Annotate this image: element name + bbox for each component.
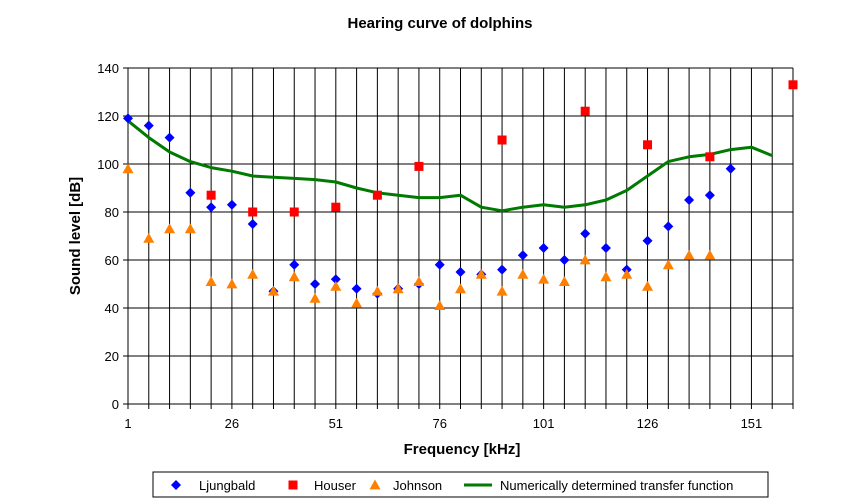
johnson-point — [434, 300, 446, 310]
houser-point — [331, 202, 341, 212]
x-tick-label: 151 — [741, 416, 763, 431]
legend-marker-houser — [288, 480, 298, 490]
ljungbald-point — [247, 219, 258, 229]
y-tick-label: 140 — [97, 61, 119, 76]
y-axis-label: Sound level [dB] — [67, 177, 84, 295]
legend-box — [152, 471, 769, 498]
legend-label: Houser — [314, 478, 357, 493]
ljungbald-point — [538, 243, 549, 253]
johnson-point — [642, 280, 654, 291]
axes — [123, 67, 794, 409]
johnson-point — [392, 283, 404, 294]
johnson-point — [330, 280, 342, 291]
johnson-point — [184, 223, 196, 234]
x-tick-label: 76 — [432, 416, 446, 431]
y-tick-label: 60 — [105, 253, 119, 268]
johnson-point — [538, 273, 550, 284]
johnson-point — [621, 268, 633, 279]
x-tick-label: 101 — [533, 416, 555, 431]
x-axis-label: Frequency [kHz] — [404, 441, 521, 458]
grid — [127, 67, 794, 405]
houser-point — [414, 161, 424, 171]
ljungbald-point — [143, 120, 154, 131]
ljungbald-point — [226, 199, 237, 210]
x-tick-label: 126 — [637, 416, 659, 431]
ljungbald-point — [185, 187, 196, 198]
ljungbald-point — [206, 202, 217, 213]
ljungbald-point — [704, 190, 715, 201]
johnson-point — [226, 278, 238, 289]
johnson-point — [309, 292, 321, 303]
houser-point — [705, 152, 715, 162]
johnson-point — [247, 268, 259, 279]
ljungbald-point — [517, 250, 528, 261]
data-markers — [122, 80, 798, 310]
johnson-point — [455, 283, 466, 294]
ljungbald-point — [330, 274, 341, 285]
legend-label: Ljungbald — [199, 478, 255, 493]
legend-label: Johnson — [393, 478, 442, 493]
y-tick-label: 100 — [97, 157, 119, 172]
legend-marker-ljungbald — [171, 480, 181, 490]
legend: Ljungbald Houser Johnson Numerically determ… — [152, 471, 769, 498]
houser-point — [248, 207, 258, 217]
legend-label: Numerically determined transfer function — [500, 478, 733, 493]
ljungbald-point — [123, 113, 133, 124]
ljungbald-point — [600, 243, 611, 253]
houser-point — [289, 207, 299, 217]
johnson-point — [558, 276, 570, 286]
ljungbald-point — [497, 264, 508, 275]
johnson-point — [164, 223, 176, 234]
x-tick-label: 26 — [225, 416, 239, 431]
johnson-point — [267, 285, 279, 296]
houser-point — [206, 190, 216, 200]
y-tick-label: 20 — [105, 349, 119, 364]
johnson-point — [517, 268, 529, 279]
johnson-point — [205, 276, 217, 286]
johnson-point — [351, 297, 363, 308]
johnson-point — [371, 285, 383, 296]
ljungbald-point — [559, 255, 570, 265]
ljungbald-point — [663, 221, 674, 232]
y-tick-label: 80 — [105, 205, 119, 220]
houser-point — [580, 106, 590, 116]
houser-point — [643, 140, 653, 150]
series-transfer-function — [127, 119, 773, 213]
ljungbald-point — [684, 195, 695, 205]
x-tick-label: 1 — [124, 416, 131, 431]
y-tick-label: 0 — [112, 397, 119, 412]
legend-marker-johnson — [369, 479, 381, 490]
johnson-point — [496, 285, 508, 296]
ljungbald-point — [289, 259, 300, 270]
johnson-point — [413, 276, 425, 286]
chart-title: Hearing curve of dolphins — [347, 15, 532, 32]
houser-point — [788, 80, 798, 90]
johnson-point — [475, 268, 487, 279]
y-tick-label: 40 — [105, 301, 119, 316]
y-tick-label: 120 — [97, 109, 119, 124]
johnson-point — [662, 259, 674, 270]
ljungbald-point — [580, 228, 591, 239]
johnson-point — [683, 249, 695, 260]
ljungbald-point — [434, 259, 445, 270]
x-tick-label: 51 — [329, 416, 343, 431]
johnson-point — [288, 271, 300, 282]
ljungbald-point — [164, 132, 175, 143]
johnson-point — [143, 232, 155, 243]
ljungbald-point — [310, 279, 321, 289]
ljungbald-point — [642, 235, 653, 246]
johnson-point — [579, 254, 591, 265]
transfer-function-line — [127, 119, 773, 213]
houser-point — [497, 135, 507, 145]
johnson-point — [704, 249, 716, 260]
johnson-point — [600, 271, 612, 282]
houser-point — [372, 190, 382, 200]
ljungbald-point — [455, 267, 466, 277]
ljungbald-point — [725, 163, 736, 174]
ljungbald-point — [351, 283, 362, 294]
johnson-point — [122, 163, 134, 174]
